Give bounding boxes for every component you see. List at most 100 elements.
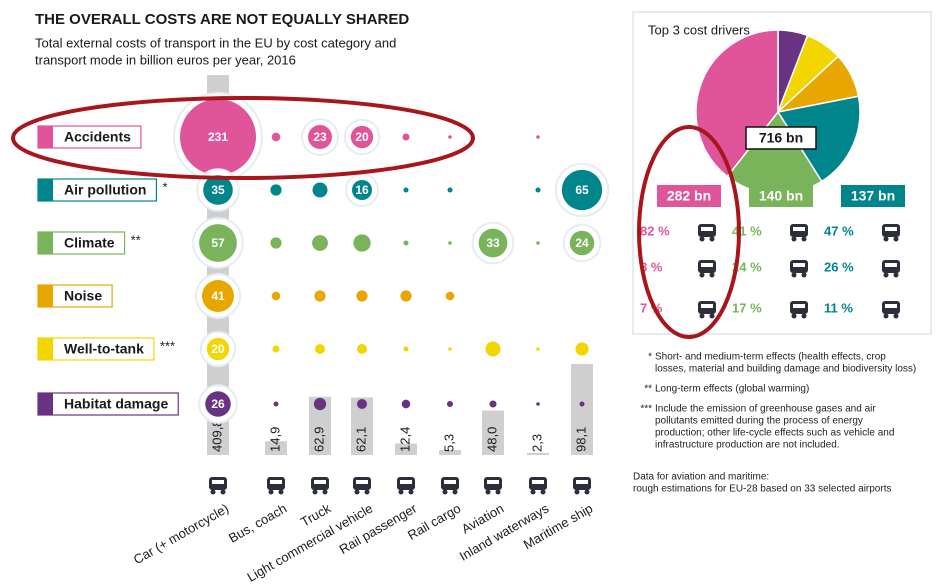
bubble [404, 347, 409, 352]
bubble [272, 292, 281, 301]
bubble [357, 399, 367, 409]
driver-share: 41 % [732, 223, 762, 238]
mode-icon [453, 490, 458, 495]
bubble [448, 135, 452, 139]
bubble [489, 400, 496, 407]
mode-icon [532, 480, 544, 484]
mode-icon [802, 237, 807, 242]
mode-icon [710, 237, 715, 242]
mode-icon [894, 314, 899, 319]
mode-icon [323, 490, 328, 495]
bubble [353, 234, 370, 251]
mode-icon [487, 480, 499, 484]
total-label: 62,9 [311, 427, 326, 452]
bubble [536, 188, 541, 193]
mode-icon [399, 490, 404, 495]
bubble [536, 241, 540, 245]
note-line: Short- and medium-term effects (health e… [655, 352, 886, 363]
bubble [448, 241, 452, 245]
row-swatch [38, 179, 53, 201]
total-label: 48,0 [484, 427, 499, 452]
row-note: ** [131, 232, 141, 247]
mode-icon [802, 314, 807, 319]
mode-icon [884, 273, 889, 278]
driver-label: 140 bn [759, 188, 803, 204]
mode-icon [700, 237, 705, 242]
bubble-label: 231 [208, 130, 228, 144]
total-label: 409,8 [209, 419, 224, 452]
total-bar [527, 453, 549, 455]
mode-icon [701, 304, 713, 308]
bubble [536, 402, 540, 406]
row-note: *** [160, 338, 175, 353]
chart-title: THE OVERALL COSTS ARE NOT EQUALLY SHARED [35, 11, 409, 28]
mode-icon [885, 227, 897, 231]
mode-icon [701, 263, 713, 267]
bubble-label: 35 [211, 183, 225, 197]
driver-share: 26 % [824, 259, 854, 274]
mode-icon [792, 314, 797, 319]
row-label: Air pollution [64, 182, 146, 198]
mode-icon [279, 490, 284, 495]
mode-icon [211, 490, 216, 495]
bubble [356, 290, 367, 301]
bubble [272, 133, 281, 142]
note-line: pollutants emitted during the process of… [655, 416, 863, 427]
mode-icon [793, 263, 805, 267]
mode-icon [486, 490, 491, 495]
mode-icon [885, 304, 897, 308]
mode-icon [700, 314, 705, 319]
bubble [580, 402, 585, 407]
bubble [486, 342, 501, 357]
mode-icon [409, 490, 414, 495]
total-label: 12,4 [397, 427, 412, 452]
mode-icon [710, 314, 715, 319]
mode-icon [793, 304, 805, 308]
bubble [357, 344, 367, 354]
bubble [400, 290, 411, 301]
note-mark: * [648, 352, 652, 363]
note-line: production; other life-cycle effects suc… [655, 428, 894, 439]
subtitle: transport mode in billion euros per year… [35, 52, 296, 67]
mode-icon [443, 490, 448, 495]
bubble [448, 347, 452, 351]
row-label: Climate [64, 235, 115, 251]
bubble-label: 23 [313, 130, 327, 144]
bubble-label: 16 [355, 183, 369, 197]
row-label: Habitat damage [64, 396, 168, 412]
mode-icon [365, 490, 370, 495]
bubble [272, 345, 279, 352]
bubble [404, 241, 409, 246]
bubble-label: 24 [575, 236, 589, 250]
bubble [447, 401, 453, 407]
mode-icon [802, 273, 807, 278]
total-label: 5,3 [441, 434, 456, 452]
bubble [315, 344, 325, 354]
mode-icon [496, 490, 501, 495]
row-swatch [38, 126, 53, 148]
mode-icon [576, 480, 588, 484]
note-line: Long-term effects (global warming) [655, 384, 809, 395]
mode-icon [710, 273, 715, 278]
bubble [270, 184, 281, 195]
bubble [312, 235, 328, 251]
mode-icon [792, 273, 797, 278]
mode-icon [884, 314, 889, 319]
row-note: * [162, 179, 167, 194]
bubble-label: 20 [355, 130, 369, 144]
mode-icon [884, 237, 889, 242]
mode-icon [575, 490, 580, 495]
infographic: THE OVERALL COSTS ARE NOT EQUALLY SHARED… [0, 0, 949, 588]
mode-icon [541, 490, 546, 495]
row-label: Well-to-tank [64, 341, 144, 357]
driver-share: 47 % [824, 223, 854, 238]
mode-icon [356, 480, 368, 484]
mode-icon [701, 227, 713, 231]
driver-share: 17 % [732, 300, 762, 315]
bubble-label: 65 [575, 183, 589, 197]
mode-icon [355, 490, 360, 495]
driver-share: 82 % [640, 223, 670, 238]
bubble [274, 402, 279, 407]
mode-icon [269, 490, 274, 495]
mode-icon [585, 490, 590, 495]
